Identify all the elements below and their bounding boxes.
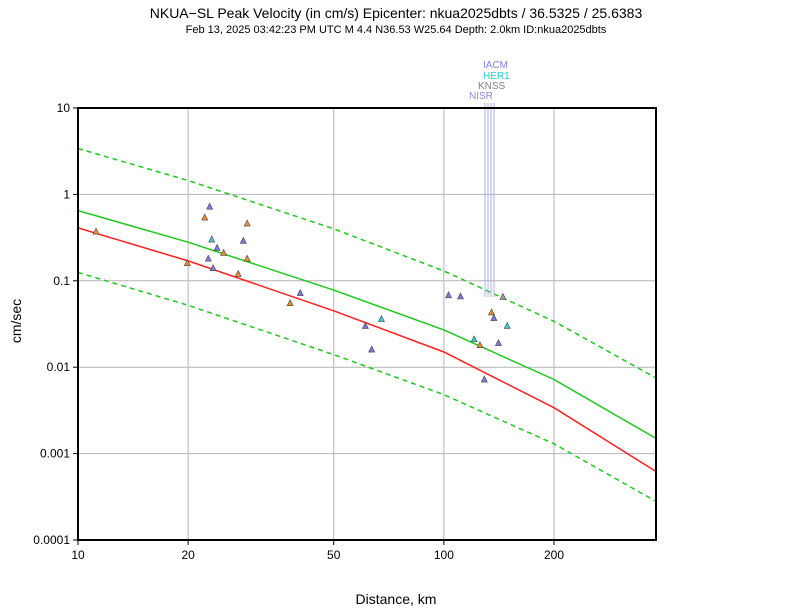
data-points [92, 202, 511, 383]
data-point [239, 236, 247, 244]
y-tick-label: 1 [63, 187, 70, 201]
station-label: KNSS [478, 81, 506, 92]
data-point [368, 345, 376, 353]
data-point [206, 202, 214, 210]
y-tick-label: 0.1 [53, 274, 70, 288]
data-point [488, 308, 496, 316]
data-point [296, 288, 304, 296]
plot-frame [77, 107, 657, 541]
station-label: IACM [483, 60, 508, 71]
data-point [213, 243, 221, 251]
station-label: HER1 [483, 71, 510, 82]
x-tick-label: 20 [181, 548, 195, 562]
curves [77, 147, 657, 503]
curve-upper-bound [77, 147, 657, 379]
y-tick-label: 10 [57, 101, 71, 115]
data-point [503, 321, 511, 329]
y-tick-label: 0.0001 [33, 533, 70, 547]
data-point [361, 321, 369, 329]
x-axis-label: Distance, km [355, 591, 437, 607]
chart-subtitle: Feb 13, 2025 03:42:23 PM UTC M 4.4 N36.5… [185, 24, 607, 36]
data-point [445, 291, 453, 299]
chart-title: NKUA−SL Peak Velocity (in cm/s) Epicente… [149, 5, 643, 21]
axis-ticks: 10 20 50 100 200 0.0001 0.001 0.01 0.1 1 10 [33, 101, 564, 562]
data-point [234, 269, 242, 277]
data-point [220, 248, 228, 256]
x-tick-label: 100 [434, 548, 454, 562]
curve-lower-bound [77, 271, 657, 503]
curve-alt-median [77, 227, 657, 473]
x-tick-label: 200 [544, 548, 564, 562]
data-point [92, 227, 100, 235]
x-tick-label: 10 [71, 548, 85, 562]
data-point [201, 213, 209, 221]
data-point [208, 235, 216, 243]
data-point [243, 254, 251, 262]
station-label: NISR [469, 91, 493, 102]
data-point [470, 335, 478, 343]
data-point [243, 219, 251, 227]
data-point [183, 258, 191, 266]
curve-median [77, 209, 657, 440]
y-tick-label: 0.001 [40, 447, 70, 461]
data-point [476, 340, 484, 348]
data-point [499, 292, 507, 300]
x-tick-label: 50 [327, 548, 341, 562]
data-point [480, 375, 488, 383]
data-point [490, 313, 498, 321]
data-point [377, 314, 385, 322]
plot-border [77, 107, 657, 541]
data-point [494, 338, 502, 346]
data-point [456, 292, 464, 300]
data-point [209, 264, 217, 271]
data-point [204, 254, 212, 262]
data-point [286, 299, 294, 307]
y-tick-label: 0.01 [47, 360, 71, 374]
